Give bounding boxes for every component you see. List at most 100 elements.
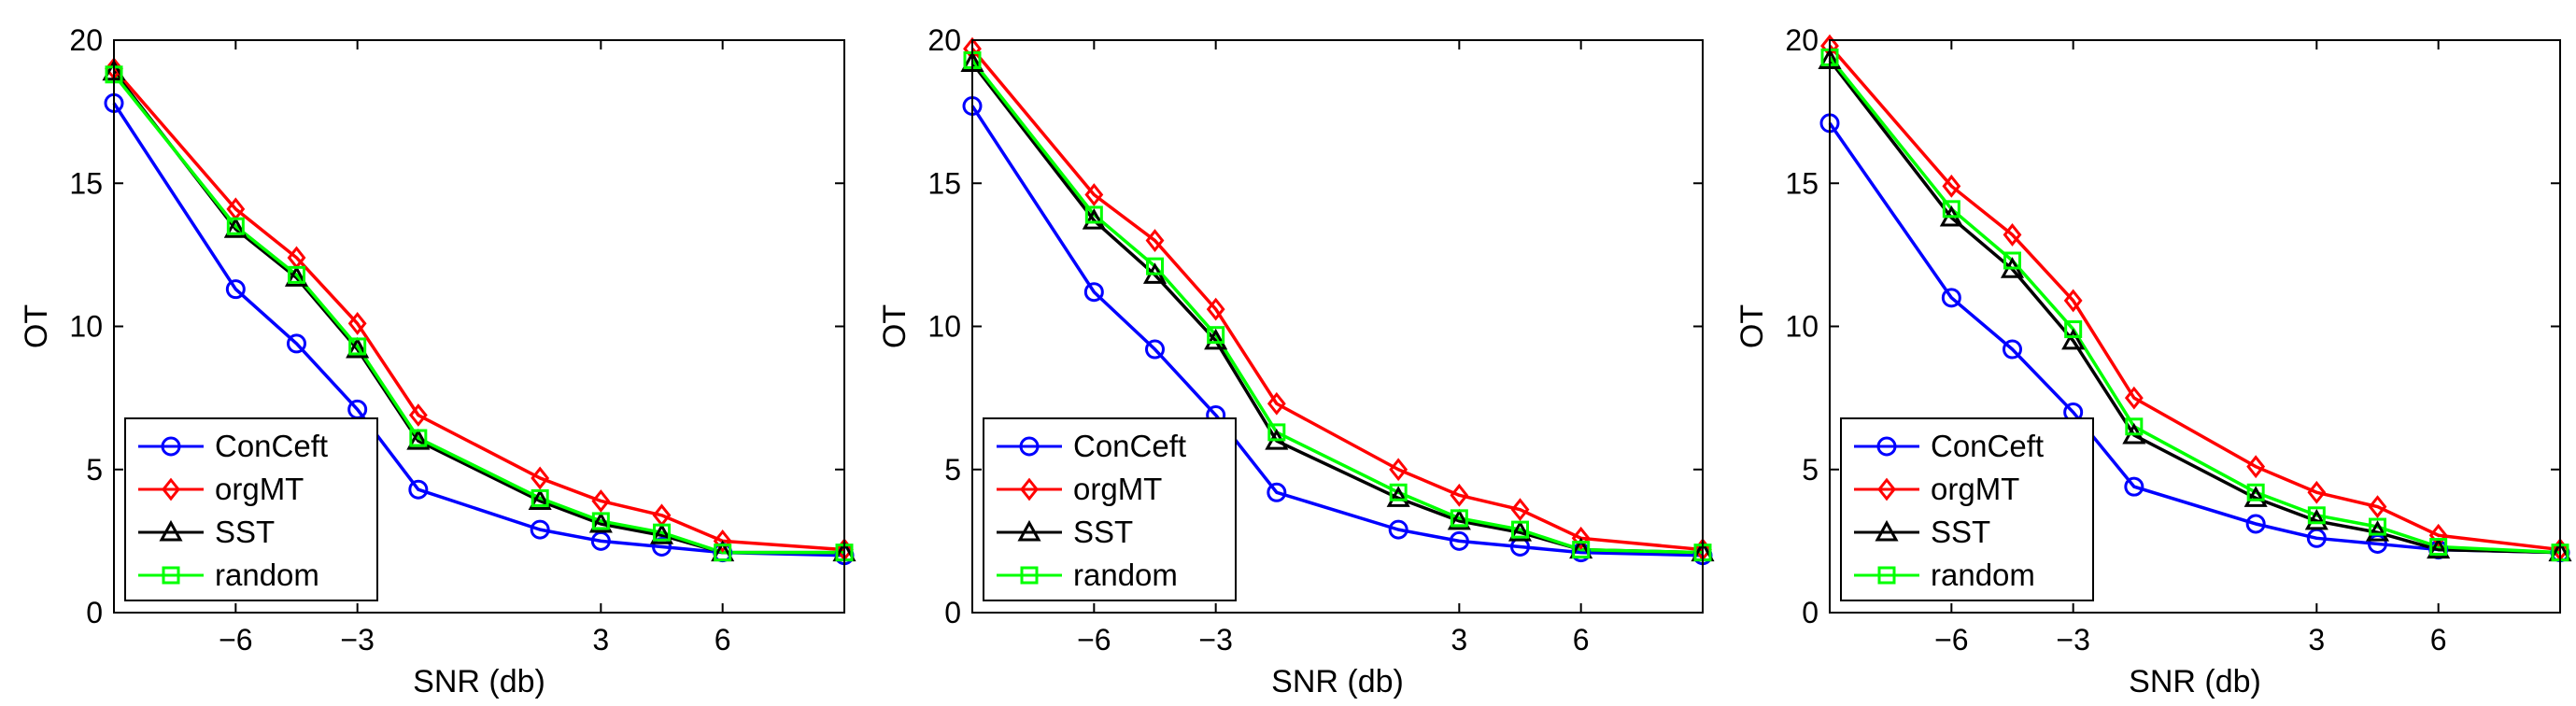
data-point-ConCeft <box>225 279 246 300</box>
x-tick-label: 6 <box>1573 623 1590 657</box>
legend-label-SST: SST <box>1073 515 1133 549</box>
data-point-orgMT <box>347 312 367 335</box>
data-point-ConCeft <box>1267 482 1287 502</box>
data-point-random <box>409 429 428 447</box>
legend: ConCeft orgMT SST random <box>1840 417 2094 601</box>
data-point-random <box>1450 509 1468 528</box>
y-tick-label: 5 <box>86 453 103 487</box>
y-tick-label: 15 <box>927 166 961 200</box>
series-line-random <box>1828 56 2561 555</box>
data-point-random <box>348 337 367 356</box>
data-point-orgMT <box>1084 183 1104 206</box>
data-point-random <box>288 265 305 284</box>
series-line-random <box>112 73 844 555</box>
data-point-ConCeft <box>530 519 550 540</box>
x-tick-label: −6 <box>1077 623 1111 657</box>
data-point-orgMT <box>1145 229 1165 252</box>
x-tick-label: 3 <box>1451 623 1467 657</box>
data-point-random <box>2064 320 2083 339</box>
legend-box <box>1840 417 2094 601</box>
legend-label-orgMT: orgMT <box>1931 472 2019 506</box>
legend-label-random: random <box>1073 558 1178 592</box>
y-tick-label: 0 <box>86 596 103 629</box>
y-axis-label: OT <box>1734 304 1770 348</box>
data-point-orgMT <box>713 529 732 553</box>
data-point-SST <box>2304 508 2328 530</box>
y-tick-label: 20 <box>69 23 103 57</box>
legend-marker-ConCeft <box>1876 436 1897 457</box>
data-point-orgMT <box>408 403 428 427</box>
legend-marker-ConCeft <box>1019 436 1040 457</box>
legend-label-random: random <box>215 558 319 592</box>
data-point-random <box>653 523 671 542</box>
data-point-random <box>1511 520 1529 539</box>
data-point-random <box>2307 506 2326 525</box>
data-point-random <box>1207 326 1225 345</box>
legend-label-ConCeft: ConCeft <box>1073 429 1186 463</box>
data-point-orgMT <box>1206 297 1225 321</box>
data-point-ConCeft <box>1941 288 1961 308</box>
legend-label-random: random <box>1931 558 2035 592</box>
legend-marker-random <box>162 566 180 585</box>
legend-label-ConCeft: ConCeft <box>1931 429 2044 463</box>
series-line-orgMT <box>112 67 845 552</box>
data-point-SST <box>2243 486 2268 507</box>
y-tick-label: 0 <box>944 596 961 629</box>
data-point-SST <box>346 336 370 359</box>
chart-panel-2: 0 5 10 15 20 −6 −3 3 6 SNR (db) OT ConCeft orgMT SST r… <box>877 23 1715 699</box>
x-tick-label: 3 <box>592 623 609 657</box>
legend-label-orgMT: orgMT <box>215 472 304 506</box>
y-tick-label: 10 <box>927 310 961 344</box>
data-point-orgMT <box>2124 386 2144 410</box>
data-point-SST <box>1386 486 1410 507</box>
legend-label-SST: SST <box>215 515 275 549</box>
legend-marker-random <box>1877 566 1896 585</box>
data-point-ConCeft <box>408 479 429 500</box>
data-point-orgMT <box>1571 526 1591 550</box>
data-point-random <box>1267 423 1286 442</box>
data-point-SST <box>528 488 552 510</box>
data-point-SST <box>2427 537 2451 559</box>
legend-label-orgMT: orgMT <box>1073 472 1162 506</box>
data-point-orgMT <box>2368 495 2387 518</box>
data-point-SST <box>2365 520 2390 542</box>
data-point-SST <box>649 523 674 544</box>
data-point-SST <box>1447 508 1471 530</box>
data-point-ConCeft <box>287 333 306 354</box>
legend-marker-SST <box>159 519 183 542</box>
data-point-random <box>2369 517 2386 536</box>
data-point-SST <box>1507 520 1533 542</box>
data-point-SST <box>223 217 248 238</box>
data-point-orgMT <box>1450 483 1469 507</box>
data-point-ConCeft <box>1145 339 1165 360</box>
data-point-ConCeft <box>2003 339 2022 360</box>
legend-marker-random <box>1020 566 1039 585</box>
legend-marker-orgMT <box>1020 477 1039 501</box>
data-point-random <box>1146 257 1164 275</box>
data-point-ConCeft <box>2124 476 2144 497</box>
x-tick-label: −6 <box>219 623 252 657</box>
legend-marker-orgMT <box>1877 477 1896 501</box>
data-point-random <box>591 512 610 530</box>
data-point-random <box>2125 417 2144 436</box>
y-tick-label: 20 <box>1785 23 1819 57</box>
legend-label-ConCeft: ConCeft <box>215 429 328 463</box>
data-point-orgMT <box>2003 223 2022 247</box>
legend-marker-ConCeft <box>161 436 181 457</box>
y-axis-label: OT <box>877 304 913 348</box>
data-point-SST <box>1082 208 1106 230</box>
data-point-orgMT <box>531 466 550 490</box>
y-tick-label: 10 <box>69 310 103 344</box>
y-tick-label: 0 <box>1802 596 1819 629</box>
series-line-ConCeft <box>112 102 845 558</box>
data-point-ConCeft <box>1449 530 1469 551</box>
data-point-orgMT <box>1510 498 1530 522</box>
data-point-random <box>226 217 245 235</box>
y-axis-label: OT <box>19 304 54 348</box>
data-point-orgMT <box>2246 455 2266 479</box>
data-point-orgMT <box>2063 289 2083 313</box>
data-point-random <box>1942 200 1960 219</box>
x-tick-label: −3 <box>340 623 374 657</box>
data-point-SST <box>2061 328 2086 350</box>
